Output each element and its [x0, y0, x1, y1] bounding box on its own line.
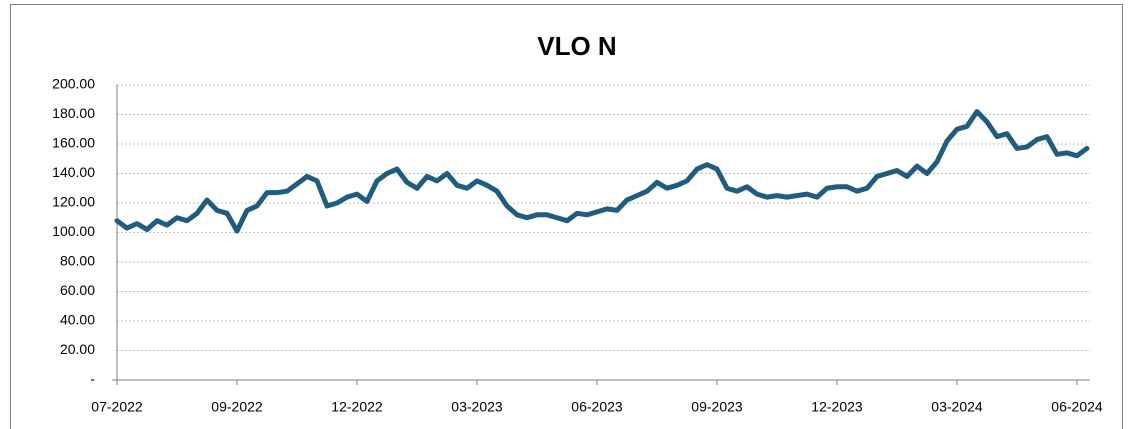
y-tick-label: 60.00	[60, 282, 95, 298]
x-tick-label: 06-2024	[1051, 399, 1103, 415]
line-series	[114, 109, 1090, 234]
chart-title: VLO N	[537, 31, 616, 61]
x-tick-label: 07-2022	[91, 399, 143, 415]
x-tick-label: 09-2023	[691, 399, 743, 415]
x-tick-label: 06-2023	[571, 399, 623, 415]
y-tick-label: 80.00	[60, 253, 95, 269]
y-tick-label: 40.00	[60, 312, 95, 328]
y-tick-label: 180.00	[52, 105, 95, 121]
x-tick-label: 03-2023	[451, 399, 503, 415]
x-tick-label: 12-2023	[811, 399, 863, 415]
x-tick-label: 03-2024	[931, 399, 983, 415]
chart-frame	[10, 4, 1123, 429]
y-tick-label: 20.00	[60, 341, 95, 357]
y-tick-label: 100.00	[52, 223, 95, 239]
x-tick-label: 09-2022	[211, 399, 263, 415]
y-tick-label: -	[90, 371, 95, 387]
y-tick-label: 140.00	[52, 164, 95, 180]
y-tick-label: 120.00	[52, 194, 95, 210]
y-tick-label: 200.00	[52, 76, 95, 92]
y-tick-label: 160.00	[52, 135, 95, 151]
x-tick-label: 12-2022	[331, 399, 383, 415]
